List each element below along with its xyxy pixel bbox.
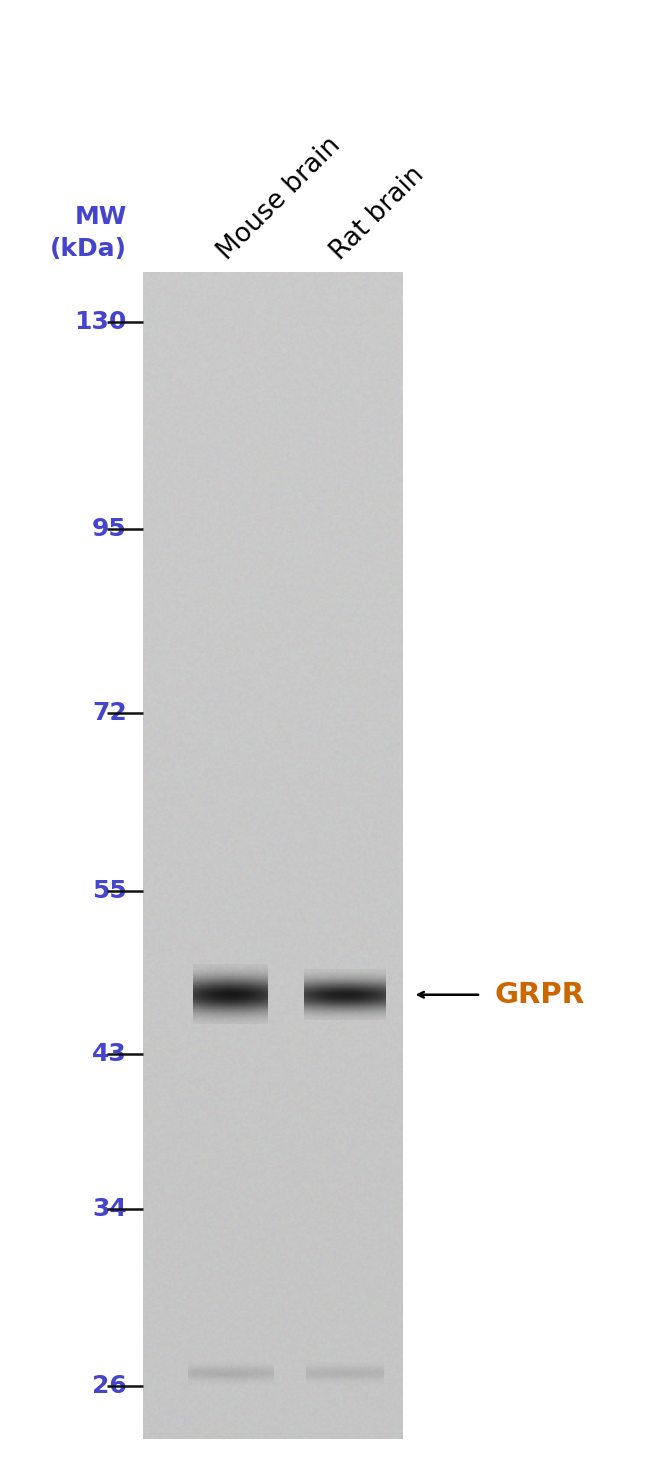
Text: 55: 55 — [92, 878, 127, 903]
Text: Rat brain: Rat brain — [326, 162, 430, 266]
Text: 72: 72 — [92, 701, 127, 725]
Text: MW: MW — [74, 205, 127, 229]
Text: 95: 95 — [92, 518, 127, 542]
Text: Mouse brain: Mouse brain — [213, 133, 345, 266]
Text: 26: 26 — [92, 1374, 127, 1398]
Text: 34: 34 — [92, 1197, 127, 1221]
Text: 130: 130 — [74, 310, 127, 334]
Text: GRPR: GRPR — [494, 980, 584, 1008]
Text: (kDa): (kDa) — [50, 238, 127, 261]
Text: 43: 43 — [92, 1042, 127, 1066]
